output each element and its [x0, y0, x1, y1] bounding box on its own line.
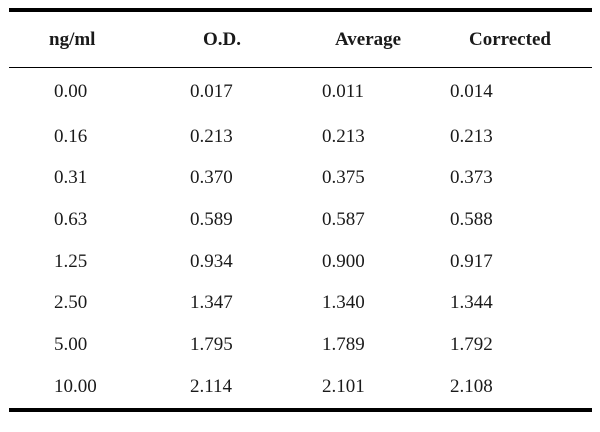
- table-row: 0.31 0.370 0.375 0.373: [9, 158, 592, 200]
- table-row: 2.50 1.347 1.340 1.344: [9, 282, 592, 324]
- table-row: 0.00 0.017 0.011 0.014: [9, 68, 592, 116]
- cell-corrected: 0.213: [450, 125, 493, 147]
- table-row: 0.63 0.589 0.587 0.588: [9, 199, 592, 241]
- cell-corrected: 0.917: [450, 250, 493, 272]
- header-row: ng/ml O.D. Average Corrected: [9, 12, 592, 67]
- cell-concentration: 0.63: [54, 208, 88, 230]
- cell-average: 2.101: [322, 375, 365, 397]
- cell-average: 0.011: [322, 81, 365, 102]
- cell-od: 0.589: [190, 208, 233, 230]
- cell-corrected: 0.588: [450, 208, 493, 230]
- cell-corrected: 1.792: [450, 333, 493, 355]
- cell-concentration: 0.00: [54, 81, 88, 102]
- table-header-rule: [9, 67, 592, 68]
- cell-concentration: 10.00: [54, 375, 97, 397]
- cell-concentration: 0.31: [54, 167, 88, 189]
- cell-average: 0.587: [322, 208, 365, 230]
- cell-corrected: 0.014: [450, 81, 493, 102]
- cell-od: 0.017: [190, 81, 233, 102]
- cell-od: 2.114: [190, 375, 233, 397]
- cell-concentration: 2.50: [54, 292, 88, 314]
- cell-concentration: 1.25: [54, 250, 88, 272]
- data-table-container: ng/ml O.D. Average Corrected 0.00 0.017 …: [9, 8, 592, 412]
- table-top-rule: [9, 8, 592, 12]
- column-header-od: O.D.: [203, 28, 241, 50]
- cell-od: 1.795: [190, 333, 233, 355]
- cell-od: 0.370: [190, 167, 233, 189]
- cell-corrected: 0.373: [450, 167, 493, 189]
- column-header-ng-ml: ng/ml: [49, 28, 96, 50]
- cell-concentration: 0.16: [54, 125, 88, 147]
- cell-od: 0.934: [190, 250, 233, 272]
- table-row: 1.25 0.934 0.900 0.917: [9, 241, 592, 283]
- cell-od: 1.347: [190, 292, 233, 314]
- cell-average: 0.900: [322, 250, 365, 272]
- table-row: 10.00 2.114 2.101 2.108: [9, 366, 592, 408]
- cell-od: 0.213: [190, 125, 233, 147]
- table-row: 0.16 0.213 0.213 0.213: [9, 116, 592, 158]
- table-bottom-rule: [9, 407, 592, 412]
- column-header-average: Average: [335, 28, 402, 50]
- table-row: 5.00 1.795 1.789 1.792: [9, 324, 592, 366]
- cell-concentration: 5.00: [54, 333, 88, 355]
- cell-corrected: 2.108: [450, 375, 493, 397]
- column-header-corrected: Corrected: [469, 28, 551, 50]
- cell-average: 0.375: [322, 167, 365, 189]
- cell-corrected: 1.344: [450, 292, 493, 314]
- data-table: ng/ml O.D. Average Corrected: [9, 12, 592, 67]
- cell-average: 0.213: [322, 125, 365, 147]
- table-header: ng/ml O.D. Average Corrected: [9, 12, 592, 67]
- cell-average: 1.340: [322, 292, 365, 314]
- data-table-body: 0.00 0.017 0.011 0.014 0.16 0.213 0.213 …: [9, 68, 592, 408]
- cell-average: 1.789: [322, 333, 365, 355]
